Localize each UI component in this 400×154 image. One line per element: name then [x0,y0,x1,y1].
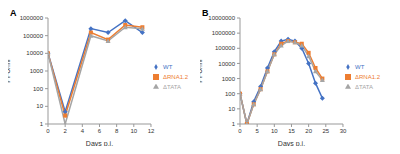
svg-text:10: 10 [36,103,43,109]
svg-text:20: 20 [305,128,312,134]
svg-text:5: 5 [255,128,259,134]
html-text:WT: WT [355,64,365,70]
svg-text:1000: 1000 [30,68,44,74]
html-text:ΔTATA: ΔTATA [355,84,373,90]
svg-text:8: 8 [115,128,119,134]
svg-text:1000000: 1000000 [20,15,44,21]
svg-text:4: 4 [81,128,85,134]
svg-text:15: 15 [288,128,295,134]
svg-text:1000000: 1000000 [212,30,236,36]
svg-text:Days p.i.: Days p.i. [278,140,305,146]
svg-text:PFU/ml: PFU/ml [200,59,203,83]
svg-text:10000: 10000 [26,50,43,56]
svg-text:1: 1 [232,121,236,127]
svg-text:2: 2 [63,128,67,134]
html-text:ΔTATA: ΔTATA [163,84,181,90]
html-text:ΔRNA1.2: ΔRNA1.2 [355,74,380,80]
svg-text:10: 10 [228,106,235,112]
svg-text:25: 25 [322,128,329,134]
svg-text:1: 1 [40,121,44,127]
html-text:A: A [10,8,17,18]
html-text:ΔRNA1.2: ΔRNA1.2 [163,74,188,80]
svg-text:30: 30 [340,128,347,134]
svg-text:10: 10 [271,128,278,134]
svg-text:6: 6 [98,128,102,134]
svg-text:0: 0 [238,128,242,134]
svg-text:10: 10 [130,128,137,134]
svg-text:10000000: 10000000 [208,15,235,21]
svg-text:100: 100 [33,86,44,92]
svg-text:100: 100 [225,91,236,97]
svg-text:1000: 1000 [222,76,236,82]
svg-text:0: 0 [46,128,50,134]
svg-text:100000: 100000 [23,33,44,39]
svg-text:PFU/ml: PFU/ml [8,59,11,83]
svg-text:10000: 10000 [218,61,235,67]
svg-text:12: 12 [148,128,155,134]
html-text:B: B [202,8,209,18]
svg-text:100000: 100000 [215,45,236,51]
html-text:WT: WT [163,64,173,70]
svg-text:Days p.i.: Days p.i. [86,140,113,146]
